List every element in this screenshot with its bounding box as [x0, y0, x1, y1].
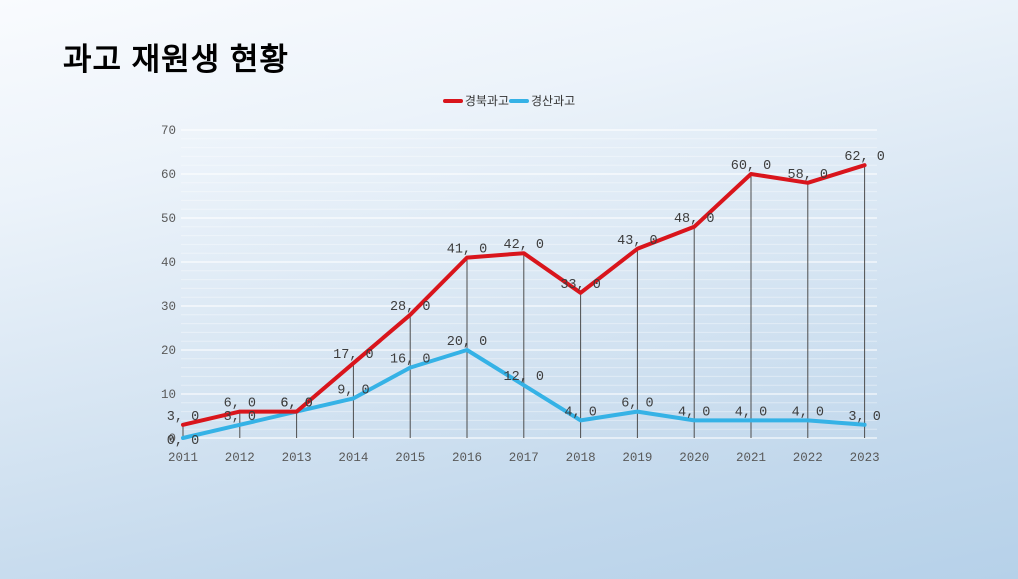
svg-text:2013: 2013 [282, 451, 312, 465]
svg-text:9, 0: 9, 0 [337, 383, 369, 398]
svg-text:16, 0: 16, 0 [390, 353, 431, 368]
svg-text:2015: 2015 [395, 451, 425, 465]
series-lines [181, 163, 867, 440]
svg-text:20: 20 [161, 344, 176, 358]
svg-text:3, 0: 3, 0 [167, 410, 199, 425]
svg-text:2014: 2014 [338, 451, 368, 465]
svg-text:6, 0: 6, 0 [621, 397, 653, 412]
red-line-marker-icon [442, 98, 463, 103]
svg-text:4, 0: 4, 0 [678, 405, 710, 420]
svg-text:12, 0: 12, 0 [504, 370, 545, 385]
svg-text:2017: 2017 [509, 451, 539, 465]
svg-text:6, 0: 6, 0 [224, 397, 256, 412]
data-point-labels: 3, 06, 0 6, 017, 028, 041, 0 42, 033, 043,… [167, 150, 885, 449]
svg-text:2022: 2022 [793, 451, 823, 465]
svg-text:4, 0: 4, 0 [735, 405, 767, 420]
blue-line-marker-icon [509, 98, 529, 103]
svg-text:40: 40 [161, 256, 176, 270]
svg-text:6, 0: 6, 0 [280, 397, 312, 412]
svg-text:42, 0: 42, 0 [504, 238, 545, 253]
svg-text:60, 0: 60, 0 [731, 159, 772, 174]
svg-text:43, 0: 43, 0 [617, 234, 658, 249]
svg-text:3, 0: 3, 0 [848, 410, 880, 425]
svg-text:2019: 2019 [622, 451, 652, 465]
svg-text:3, 0: 3, 0 [224, 410, 256, 425]
drop-lines [182, 165, 866, 438]
legend-item-gyeongbuk: 경북과고 [442, 92, 509, 109]
svg-text:2020: 2020 [679, 451, 709, 465]
svg-text:17, 0: 17, 0 [333, 348, 374, 363]
chart-legend: 경북과고 경산과고 [0, 92, 1018, 109]
svg-text:28, 0: 28, 0 [390, 300, 431, 315]
svg-text:4, 0: 4, 0 [792, 405, 824, 420]
svg-text:0: 0 [168, 432, 176, 446]
svg-text:48, 0: 48, 0 [674, 212, 715, 227]
legend-label-gyeongbuk: 경북과고 [464, 94, 509, 108]
svg-text:33, 0: 33, 0 [560, 278, 601, 293]
svg-text:4, 0: 4, 0 [564, 405, 596, 420]
svg-text:6, 0: 6, 0 [280, 397, 312, 412]
svg-text:60: 60 [161, 168, 176, 182]
svg-text:0, 0: 0, 0 [167, 434, 199, 449]
page-title: 과고 재원생 현황 [63, 42, 289, 77]
legend-label-gyeongsan: 경산과고 [531, 94, 576, 108]
svg-text:2021: 2021 [736, 451, 766, 465]
svg-text:70: 70 [161, 124, 176, 138]
svg-text:2011: 2011 [168, 451, 198, 465]
svg-text:2016: 2016 [452, 451, 482, 465]
svg-text:30: 30 [161, 300, 176, 314]
svg-text:2023: 2023 [850, 451, 880, 465]
axis-tick-labels: 0 10 20 30 40 50 60 70 2011 2012 2013 2014 2015 2016 2… [161, 124, 880, 465]
svg-text:50: 50 [161, 212, 176, 226]
svg-text:41, 0: 41, 0 [447, 243, 488, 258]
svg-text:2012: 2012 [225, 451, 255, 465]
svg-text:10: 10 [161, 388, 176, 402]
legend-item-gyeongsan: 경산과고 [509, 92, 575, 109]
svg-text:20, 0: 20, 0 [447, 335, 488, 350]
svg-text:62, 0: 62, 0 [844, 150, 885, 165]
svg-text:2018: 2018 [566, 451, 596, 465]
svg-text:58, 0: 58, 0 [788, 168, 829, 183]
